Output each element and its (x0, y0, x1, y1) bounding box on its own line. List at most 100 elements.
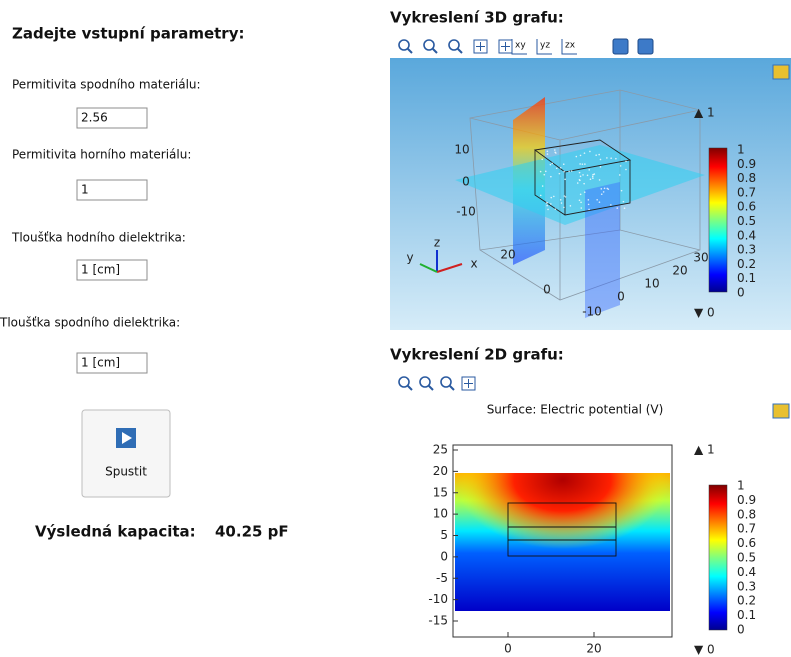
plot-2d-corner-icon[interactable] (773, 404, 789, 418)
toolbar-button[interactable] (499, 40, 512, 53)
tick-label-3d: 30 (693, 251, 708, 265)
x-tick-label: 20 (586, 642, 601, 656)
x-tick-label: 0 (504, 642, 512, 656)
speckle-dot (550, 203, 552, 205)
colorbar-label: 0.8 (737, 171, 756, 185)
speckle-dot (583, 183, 585, 185)
button-label[interactable]: Spustit (105, 465, 147, 479)
y-tick-label: -5 (436, 571, 448, 585)
speckle-dot (540, 171, 542, 173)
y-tick-label: -15 (428, 614, 448, 628)
view-icon-label[interactable]: yz (540, 41, 550, 51)
toolbar-button[interactable] (424, 40, 437, 53)
button-frame[interactable] (82, 410, 170, 497)
speckle-dot (623, 201, 625, 203)
speckle-dot (551, 163, 553, 165)
tick-label-3d: 10 (454, 143, 469, 157)
speckle-dot (595, 154, 597, 156)
speckle-dot (547, 153, 549, 155)
speckle-dot (615, 158, 617, 160)
colorbar-label: 0 (737, 286, 745, 300)
speckle-dot (582, 174, 584, 176)
speckle-dot (580, 194, 582, 196)
y-tick-label: 20 (433, 464, 448, 478)
field-label: Tloušťka spodního dielektrika: (0, 316, 180, 330)
toolbar-button[interactable] (399, 40, 412, 53)
speckle-dot (590, 178, 592, 180)
speckle-dot (621, 190, 623, 192)
toolbar-button[interactable] (399, 377, 412, 390)
y-tick-label: 15 (433, 485, 448, 499)
speckle-dot (553, 196, 555, 198)
colorbar-2d (709, 485, 727, 630)
colorbar-label: 0.4 (737, 565, 756, 579)
colorbar-label: 0.6 (737, 200, 756, 214)
toolbar-button[interactable] (613, 39, 628, 54)
speckle-dot (599, 179, 601, 181)
y-tick-label: 10 (433, 507, 448, 521)
toolbar-button[interactable] (474, 40, 487, 53)
result-label: Výsledná kapacita: (35, 523, 196, 541)
run-button[interactable]: Spustit (82, 410, 170, 497)
y-tick-label: -10 (428, 592, 448, 606)
speckle-dot (554, 149, 556, 151)
speckle-dot (543, 174, 545, 176)
speckle-dot (541, 158, 543, 160)
tick-label-3d: 0 (462, 175, 470, 189)
speckle-dot (624, 207, 626, 209)
input-value[interactable]: 1 [cm] (81, 263, 120, 277)
speckle-dot (579, 200, 581, 202)
toolbar-button[interactable] (462, 377, 475, 390)
toolbar-button[interactable] (638, 39, 653, 54)
input-value[interactable]: 1 (81, 183, 89, 197)
form-title: Zadejte vstupní parametry: (12, 25, 244, 43)
speckle-dot (560, 199, 562, 201)
icon (433, 49, 437, 53)
colorbar-label: 0.9 (737, 493, 756, 507)
speckle-dot (547, 209, 549, 211)
colorbar-label: 0.9 (737, 157, 756, 171)
plot-2d-subtitle: Surface: Electric potential (V) (487, 403, 664, 417)
speckle-dot (560, 167, 562, 169)
colorbar-label: 0.2 (737, 594, 756, 608)
speckle-dot (580, 207, 582, 209)
colorbar-label: 0.5 (737, 214, 756, 228)
min-label-2d: ▼ 0 (694, 643, 715, 657)
view-icon-label[interactable]: zx (565, 41, 576, 51)
speckle-dot (600, 159, 602, 161)
speckle-dot (570, 205, 572, 207)
speckle-dot (584, 152, 586, 154)
toolbar-button[interactable] (449, 40, 462, 53)
speckle-dot (588, 169, 590, 171)
speckle-dot (550, 164, 552, 166)
speckle-dot (563, 163, 565, 165)
speckle-dot (579, 179, 581, 181)
colorbar-label: 1 (737, 479, 745, 493)
speckle-dot (546, 202, 548, 204)
colorbar-label: 0.1 (737, 271, 756, 285)
colorbar-label: 0.3 (737, 243, 756, 257)
colorbar-label: 0.1 (737, 608, 756, 622)
toolbar-button[interactable] (441, 377, 454, 390)
speckle-dot (610, 204, 612, 206)
input-value[interactable]: 2.56 (81, 111, 108, 125)
toolbar-button[interactable] (420, 377, 433, 390)
speckle-dot (603, 191, 605, 193)
max-label-2d: ▲ 1 (694, 443, 715, 457)
colorbar-label: 0.7 (737, 185, 756, 199)
tick-label-3d: 0 (617, 290, 625, 304)
speckle-dot (580, 176, 582, 178)
icon (613, 39, 628, 54)
app-window: Zadejte vstupní parametry: Permitivita s… (0, 0, 791, 657)
tick-label-3d: -10 (456, 205, 476, 219)
icon (424, 40, 434, 50)
view-icon-label[interactable]: xy (515, 41, 526, 51)
icon (399, 377, 409, 387)
input-value[interactable]: 1 [cm] (81, 356, 120, 370)
speckle-dot (559, 173, 561, 175)
tick-label-3d: -10 (582, 305, 602, 319)
plot-3d-corner-icon[interactable] (773, 65, 789, 79)
y-tick-label: 25 (433, 443, 448, 457)
speckle-dot (600, 188, 602, 190)
colorbar-label: 0.4 (737, 228, 756, 242)
